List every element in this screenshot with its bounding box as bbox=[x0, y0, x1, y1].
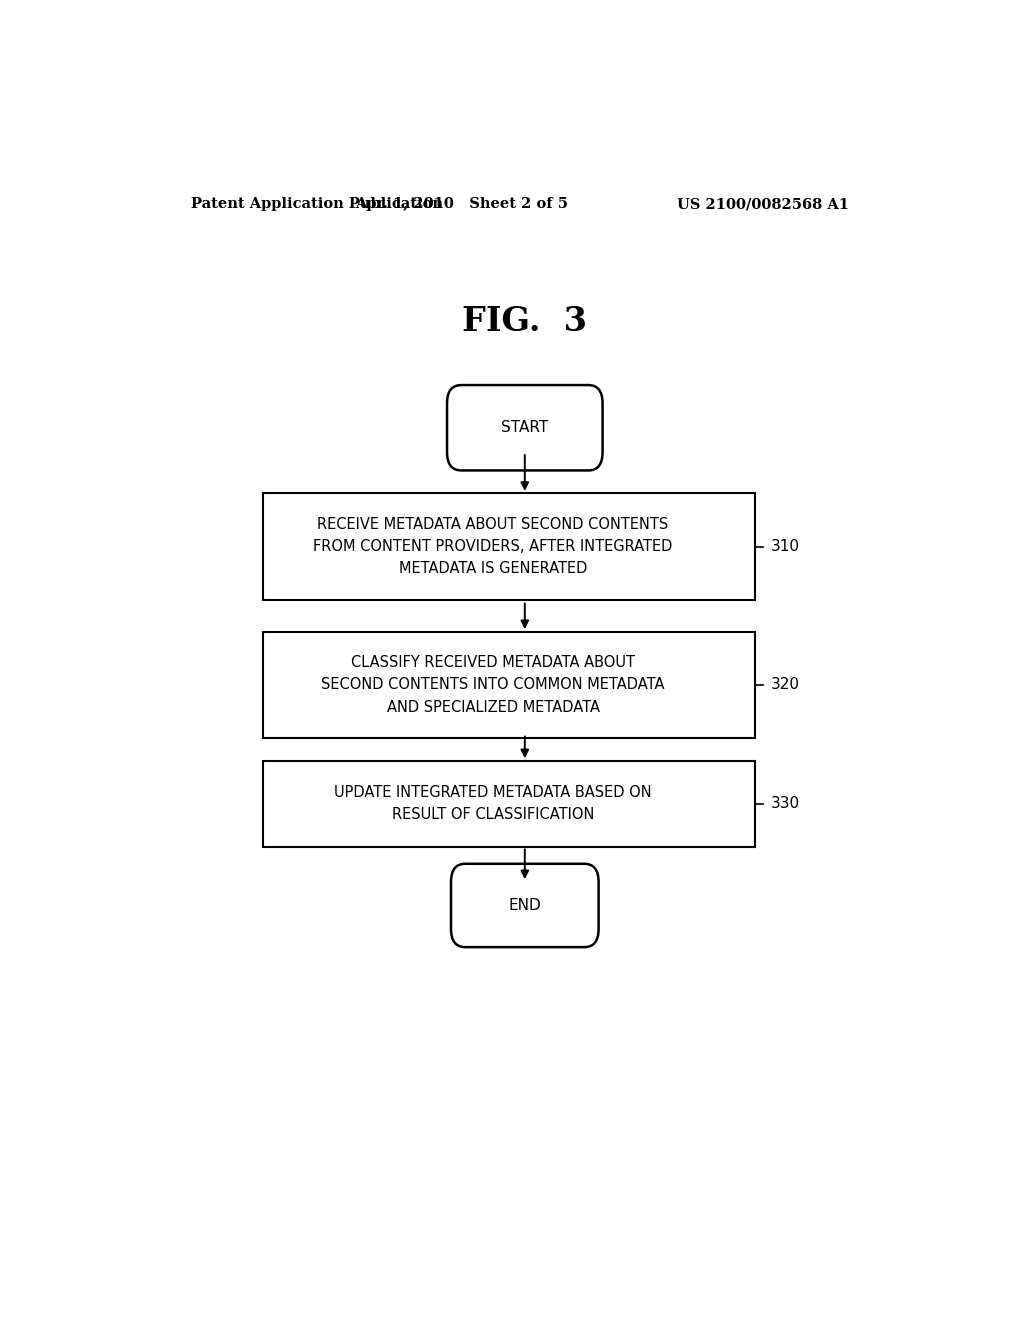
FancyBboxPatch shape bbox=[447, 385, 602, 470]
Text: US 2100/0082568 A1: US 2100/0082568 A1 bbox=[677, 197, 849, 211]
Text: 320: 320 bbox=[771, 677, 800, 693]
FancyBboxPatch shape bbox=[263, 631, 755, 738]
Text: FIG.  3: FIG. 3 bbox=[462, 305, 588, 338]
FancyBboxPatch shape bbox=[451, 863, 599, 948]
Text: UPDATE INTEGRATED METADATA BASED ON
RESULT OF CLASSIFICATION: UPDATE INTEGRATED METADATA BASED ON RESU… bbox=[334, 785, 652, 822]
Text: 330: 330 bbox=[771, 796, 800, 812]
FancyBboxPatch shape bbox=[263, 760, 755, 847]
Text: END: END bbox=[509, 898, 541, 913]
Text: START: START bbox=[501, 420, 549, 436]
Text: Apr. 1, 2010   Sheet 2 of 5: Apr. 1, 2010 Sheet 2 of 5 bbox=[354, 197, 568, 211]
FancyBboxPatch shape bbox=[263, 494, 755, 601]
Text: CLASSIFY RECEIVED METADATA ABOUT
SECOND CONTENTS INTO COMMON METADATA
AND SPECIA: CLASSIFY RECEIVED METADATA ABOUT SECOND … bbox=[322, 655, 665, 714]
Text: RECEIVE METADATA ABOUT SECOND CONTENTS
FROM CONTENT PROVIDERS, AFTER INTEGRATED
: RECEIVE METADATA ABOUT SECOND CONTENTS F… bbox=[313, 517, 673, 577]
Text: 310: 310 bbox=[771, 539, 800, 554]
Text: Patent Application Publication: Patent Application Publication bbox=[191, 197, 443, 211]
